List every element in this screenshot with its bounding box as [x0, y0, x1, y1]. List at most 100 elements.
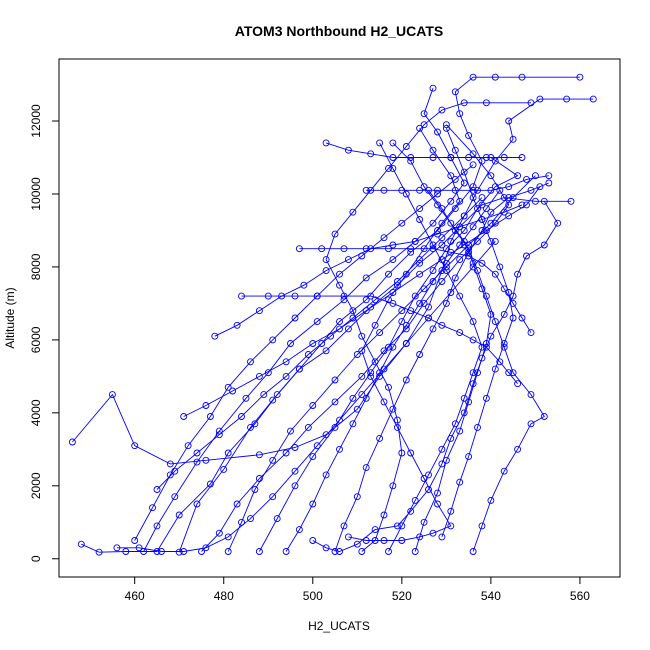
data-point — [411, 496, 419, 504]
data-point — [456, 427, 464, 435]
data-point — [491, 318, 499, 326]
data-point — [482, 292, 490, 300]
data-point — [500, 467, 508, 475]
series-24 — [153, 194, 486, 493]
data-point — [175, 548, 183, 556]
data-point — [389, 405, 397, 413]
data-point — [291, 467, 299, 475]
data-point — [255, 307, 263, 315]
data-point — [166, 471, 174, 479]
data-point — [304, 423, 312, 431]
x-tick-label: 560 — [570, 589, 590, 603]
data-point — [589, 95, 597, 103]
data-point — [180, 548, 188, 555]
data-point — [215, 427, 223, 435]
data-point — [447, 289, 455, 296]
data-point — [407, 307, 415, 315]
data-point — [460, 168, 468, 176]
x-tick-label: 540 — [481, 589, 501, 603]
data-point — [456, 329, 464, 337]
data-point — [465, 154, 473, 161]
data-point — [300, 281, 308, 289]
data-point — [447, 248, 455, 256]
series-line — [183, 186, 541, 417]
data-point — [429, 278, 437, 285]
data-point — [224, 548, 232, 555]
data-point — [402, 321, 410, 329]
data-point — [95, 548, 103, 556]
series-25 — [113, 237, 499, 555]
data-point — [442, 121, 450, 129]
series-1 — [68, 95, 597, 468]
data-point — [398, 449, 406, 457]
data-point — [376, 139, 384, 147]
data-point — [416, 256, 424, 264]
data-point — [402, 143, 410, 150]
series-21 — [282, 186, 504, 555]
data-point — [362, 464, 370, 472]
series-line — [156, 197, 483, 490]
data-point — [491, 365, 499, 373]
data-point — [536, 183, 544, 191]
plot-frame — [58, 58, 621, 578]
series-5 — [198, 121, 513, 555]
data-point — [389, 241, 397, 249]
data-point — [358, 347, 366, 355]
data-point — [518, 73, 526, 81]
data-point — [344, 533, 352, 541]
data-point — [438, 533, 446, 541]
data-point — [402, 340, 410, 347]
data-point — [482, 154, 490, 161]
data-point — [505, 183, 513, 191]
data-point — [447, 172, 455, 180]
data-point — [514, 380, 522, 388]
data-point — [376, 329, 384, 337]
data-point — [322, 471, 330, 479]
y-tick-label: 10000 — [29, 177, 43, 211]
data-point — [304, 351, 312, 358]
data-point — [255, 372, 263, 380]
data-point — [362, 186, 370, 194]
data-point — [438, 241, 446, 249]
data-point — [273, 515, 281, 523]
data-point — [460, 394, 468, 402]
data-point — [460, 179, 468, 187]
data-point — [438, 219, 446, 227]
data-point — [224, 449, 232, 457]
data-point — [465, 241, 473, 249]
series-line — [259, 157, 519, 552]
data-point — [349, 208, 357, 216]
series-line — [72, 98, 594, 465]
data-point — [567, 197, 575, 205]
data-point — [442, 259, 450, 267]
data-point — [469, 223, 477, 231]
data-point — [456, 241, 464, 249]
data-point — [362, 307, 370, 315]
data-point — [491, 157, 499, 165]
data-point — [113, 544, 121, 552]
data-point — [153, 486, 161, 493]
data-point — [491, 73, 499, 81]
data-point — [518, 154, 526, 161]
data-point — [362, 296, 370, 304]
data-point — [429, 325, 437, 333]
data-point — [385, 164, 392, 172]
data-point — [385, 296, 392, 304]
x-tick-label: 480 — [214, 589, 234, 603]
data-point — [438, 205, 446, 213]
data-point — [171, 467, 179, 475]
data-point — [509, 369, 517, 377]
y-tick-label: 2000 — [29, 472, 43, 499]
series-22 — [376, 139, 486, 555]
data-point — [496, 263, 504, 271]
data-point — [482, 99, 490, 107]
data-point — [407, 245, 415, 253]
data-point — [380, 398, 388, 406]
series-19 — [131, 161, 477, 544]
data-point — [344, 256, 352, 264]
data-point — [514, 172, 522, 180]
data-point — [442, 299, 450, 307]
data-point — [438, 278, 446, 285]
data-point — [389, 164, 397, 172]
data-point — [451, 205, 459, 213]
